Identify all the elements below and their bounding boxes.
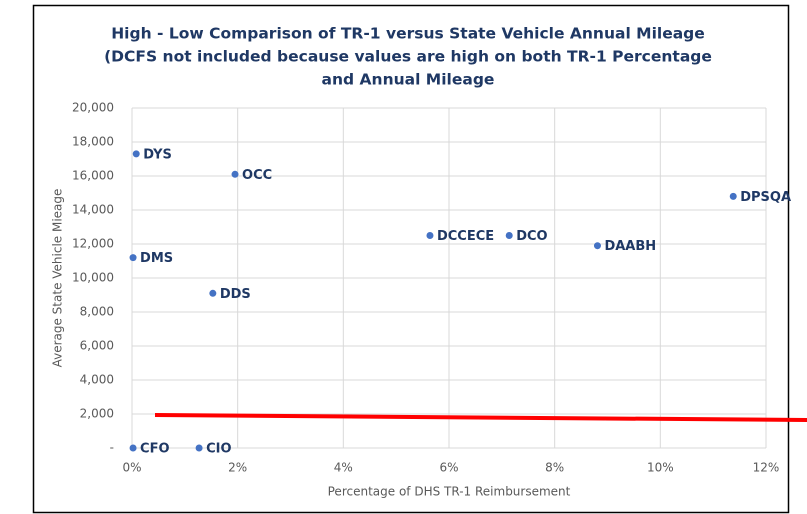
y-axis-title: Average State Vehicle Mieage bbox=[51, 189, 65, 368]
x-tick-label: 12% bbox=[753, 461, 780, 475]
x-tick-label: 0% bbox=[122, 461, 141, 475]
point-label: DCCECE bbox=[437, 229, 494, 244]
y-tick-label: - bbox=[110, 441, 114, 455]
y-tick-label: 6,000 bbox=[80, 339, 114, 353]
point bbox=[129, 444, 137, 452]
y-tick-label: 8,000 bbox=[80, 305, 114, 319]
x-tick-label: 4% bbox=[334, 461, 353, 475]
x-axis-title: Percentage of DHS TR-1 Reimbursement bbox=[328, 485, 571, 499]
x-tick-label: 2% bbox=[228, 461, 247, 475]
y-tick-label: 10,000 bbox=[72, 271, 114, 285]
chart-title: and Annual Mileage bbox=[322, 71, 495, 89]
point bbox=[195, 444, 203, 452]
y-tick-label: 12,000 bbox=[72, 237, 114, 251]
point-label: DAABH bbox=[604, 239, 656, 254]
point bbox=[132, 150, 140, 158]
point bbox=[505, 232, 513, 239]
point-label: CIO bbox=[206, 442, 231, 457]
point bbox=[426, 232, 434, 239]
point bbox=[231, 170, 239, 178]
point bbox=[129, 254, 137, 262]
chart-title: High - Low Comparison of TR-1 versus Sta… bbox=[111, 25, 705, 43]
y-tick-label: 4,000 bbox=[80, 373, 114, 387]
y-tick-label: 18,000 bbox=[72, 135, 114, 149]
y-tick-label: 2,000 bbox=[80, 407, 114, 421]
chart-title: (DCFS not included because values are hi… bbox=[104, 48, 712, 66]
point-label: DPSQA bbox=[740, 190, 791, 205]
point-label: DMS bbox=[140, 251, 173, 266]
y-tick-label: 16,000 bbox=[72, 169, 114, 183]
x-tick-label: 8% bbox=[545, 461, 564, 475]
point-label: CFO bbox=[140, 442, 169, 457]
x-tick-label: 10% bbox=[647, 461, 674, 475]
y-tick-label: 20,000 bbox=[72, 101, 114, 115]
point-label: DDS bbox=[220, 287, 251, 302]
point-label: DYS bbox=[143, 147, 172, 162]
point bbox=[593, 242, 601, 250]
point bbox=[209, 289, 217, 297]
point-label: DCO bbox=[516, 229, 547, 244]
point bbox=[729, 192, 737, 200]
threshold-line bbox=[154, 413, 807, 422]
plot-area: - 2,000 4,000 6,000 8,000 10,000 12,000 14,000 1… bbox=[72, 101, 791, 475]
x-tick-label: 6% bbox=[439, 461, 458, 475]
chart-frame bbox=[32, 4, 790, 514]
point-label: OCC bbox=[242, 168, 272, 183]
y-tick-label: 14,000 bbox=[72, 203, 114, 217]
